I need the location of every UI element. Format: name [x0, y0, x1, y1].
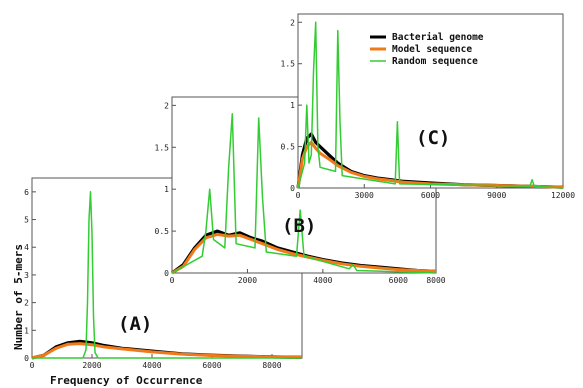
panel-a-ytick-label: 5 [24, 216, 29, 225]
panel-b-ytick-label: 1 [164, 185, 169, 194]
panel-c-ytick-label: 2 [290, 18, 295, 27]
panel-b-ytick-label: 0.5 [155, 227, 170, 236]
panel-b-xtick-label: 2000 [238, 276, 257, 285]
panel-c: 0 3000 6000 9000 12000 0 0.5 1 1.5 2 (C) [281, 13, 575, 200]
panel-b-ytick-label: 0 [164, 269, 169, 278]
legend-label-model: Model sequence [392, 44, 472, 55]
panel-a-xtick-label: 2000 [82, 361, 101, 370]
panel-b-xtick-label: 0 [170, 276, 175, 285]
panel-a-ytick-label: 3 [24, 271, 29, 280]
panel-c-xtick-label: 0 [296, 191, 301, 200]
panel-a-series-model [31, 342, 303, 360]
panel-c-xtick-label: 3000 [355, 191, 374, 200]
panel-b-ytick-label: 2 [164, 101, 169, 110]
panel-b-series-model [171, 232, 437, 275]
panel-a-label: (A) [118, 313, 152, 335]
panel-b-ytick-label: 1.5 [155, 143, 170, 152]
panel-a-xtick-label: 0 [30, 361, 35, 370]
panel-c-ytick-label: 0 [290, 184, 295, 193]
y-axis-label: Number of 5-mers [12, 244, 25, 350]
panel-c-ytick-label: 1.5 [281, 60, 296, 69]
panel-c-ytick-label: 1 [290, 101, 295, 110]
panel-a-ytick-label: 6 [24, 188, 29, 197]
panel-b-xtick-label: 4000 [313, 276, 332, 285]
panel-c-xtick-label: 9000 [487, 191, 506, 200]
panel-a-xtick-label: 4000 [142, 361, 161, 370]
panel-b-label: (B) [282, 215, 316, 237]
panel-c-xtick-label: 6000 [421, 191, 440, 200]
panel-b-xtick-label: 8000 [426, 276, 445, 285]
panel-a-ytick-label: 2 [24, 299, 29, 308]
x-axis-label: Frequency of Occurrence [50, 374, 203, 387]
panel-a-ytick-label: 4 [24, 243, 29, 252]
panel-a-series-random [32, 191, 302, 359]
panel-b-series-random [171, 113, 437, 274]
panel-c-label: (C) [416, 127, 450, 149]
legend-label-random: Random sequence [392, 56, 478, 67]
panel-c-xtick-label: 12000 [551, 191, 575, 200]
legend-label-genome: Bacterial genome [392, 32, 484, 43]
panel-b-xtick-label: 6000 [389, 276, 408, 285]
legend: Bacterial genome Model sequence Random s… [370, 32, 484, 67]
panel-a-ytick-label: 1 [24, 326, 29, 335]
panel-c-ytick-label: 0.5 [281, 143, 296, 152]
panel-c-series-random [297, 21, 564, 189]
panel-a-xtick-label: 6000 [202, 361, 221, 370]
panel-a-xtick-label: 8000 [262, 361, 281, 370]
panel-a-ytick-label: 0 [24, 354, 29, 363]
